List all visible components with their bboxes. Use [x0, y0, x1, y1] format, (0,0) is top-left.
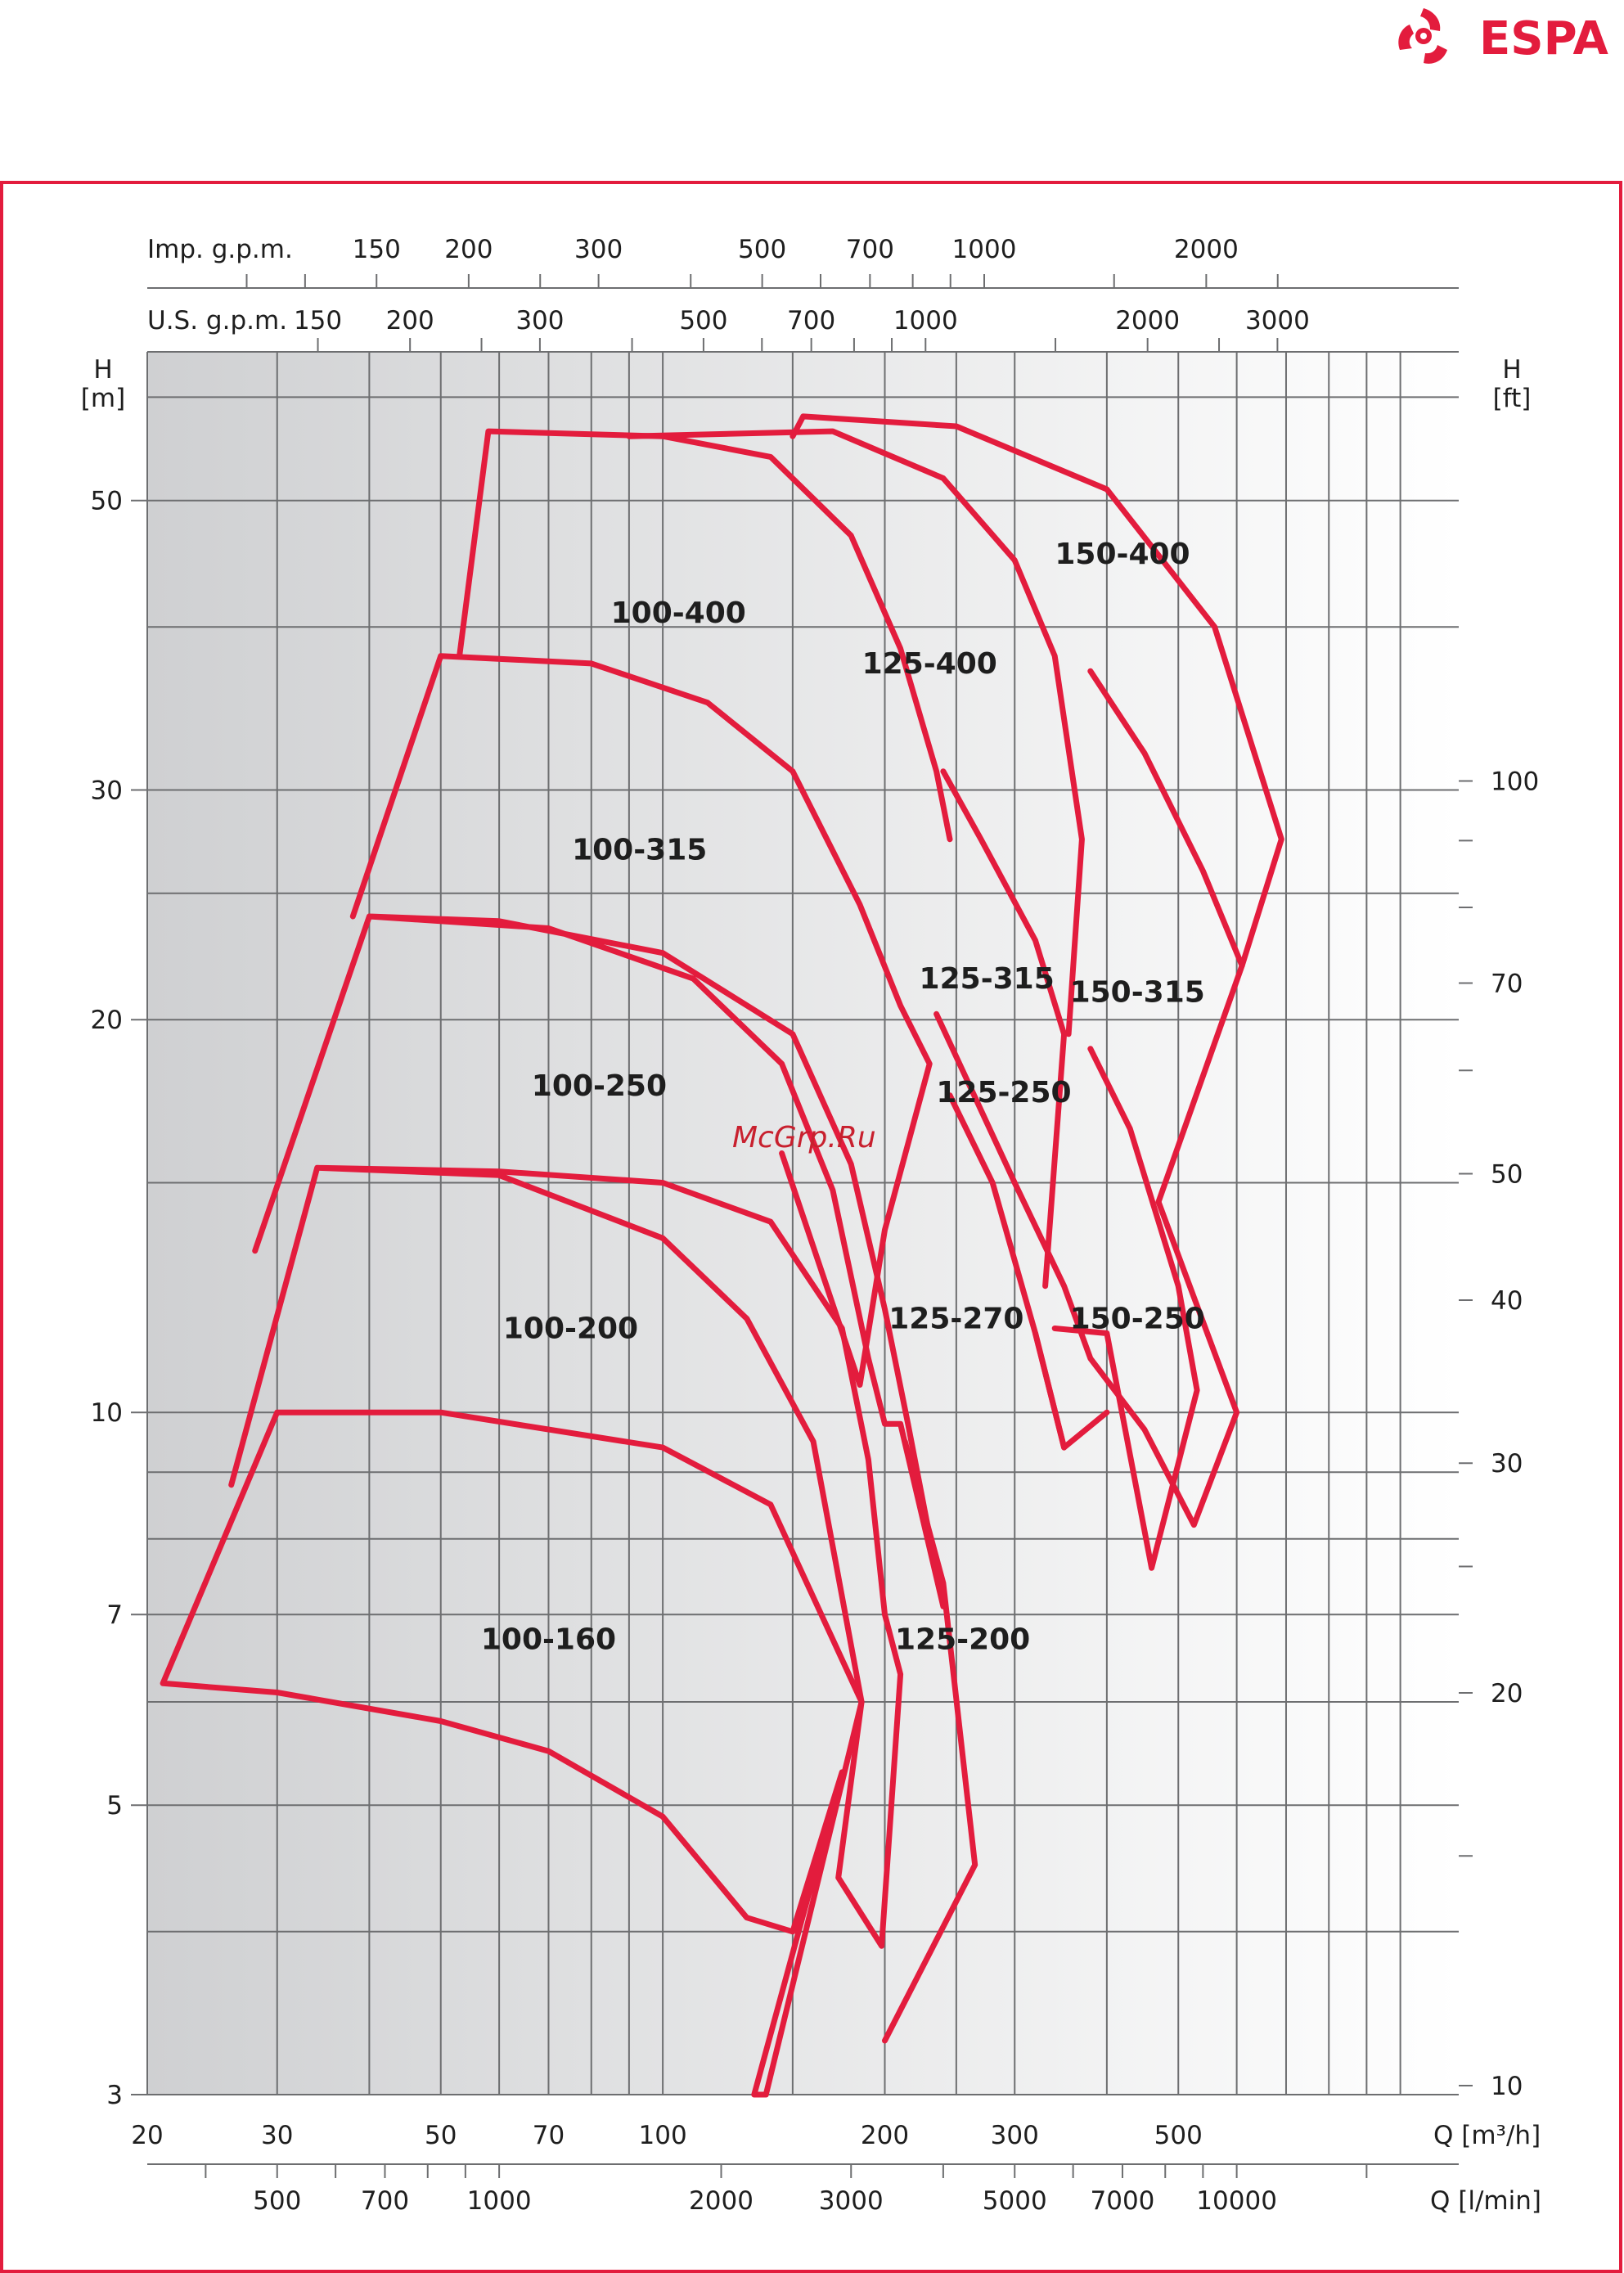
curve-100-160	[160, 1409, 865, 2098]
lmin-tick-label: 10000	[1196, 2186, 1277, 2216]
x-tick-label: 70	[533, 2121, 565, 2150]
ft-tick-label: 100	[1491, 767, 1539, 796]
curve-125-200	[882, 1438, 978, 2044]
imp-tick-label: 2000	[1174, 235, 1239, 264]
imp-tick-label: 1000	[952, 235, 1017, 264]
curve-label: 100-160	[481, 1623, 616, 1657]
imp-tick-label: 700	[846, 235, 894, 264]
us-tick-label: 3000	[1245, 306, 1310, 335]
x-tick-label: 50	[425, 2121, 457, 2150]
imp-tick-label: 200	[444, 235, 493, 264]
ft-tick-label: 10	[1491, 2072, 1523, 2101]
y-tick-label: 7	[106, 1600, 123, 1630]
curve-label: 125-400	[862, 647, 997, 681]
ft-tick-label: 20	[1491, 1679, 1523, 1708]
y-tick-label: 20	[91, 1006, 123, 1035]
pump-curves	[160, 413, 1284, 2098]
us-tick-label: 200	[386, 306, 434, 335]
ft-tick-label: 40	[1491, 1286, 1523, 1316]
imp-tick-label: 500	[738, 235, 786, 264]
us-tick-label: 700	[787, 306, 835, 335]
imp-tick-label: 150	[353, 235, 401, 264]
x-tick-label: 300	[991, 2121, 1039, 2150]
curve-label: 100-315	[572, 833, 707, 866]
y-tick-label: 10	[91, 1398, 123, 1428]
imp-gpm-label: Imp. g.p.m.	[147, 235, 293, 264]
curve-label: 125-200	[895, 1623, 1030, 1657]
lmin-tick-label: 2000	[689, 2186, 754, 2216]
y-tick-label: 50	[91, 487, 123, 516]
curve-labels: 100-160 100-200 100-250 100-315 100-400 125-4…	[481, 538, 1205, 1657]
curve-label: 100-400	[611, 596, 746, 630]
impeller-icon	[1398, 8, 1447, 64]
y-tick-label: 5	[106, 1791, 123, 1821]
ft-tick-label: 70	[1491, 969, 1523, 998]
curve-label: 150-315	[1070, 975, 1205, 1009]
y-right-label: H	[1502, 355, 1521, 385]
lmin-tick-label: 1000	[467, 2186, 532, 2216]
curve-100-200	[228, 1164, 904, 1949]
us-tick-label: 2000	[1115, 306, 1180, 335]
lmin-tick-label: 7000	[1091, 2186, 1155, 2216]
curve-label: 100-200	[503, 1312, 638, 1345]
chart-frame	[0, 181, 1622, 2273]
curve-125-250-lower	[1032, 1330, 1110, 1451]
y-left-unit: [m]	[81, 384, 125, 413]
lmin-tick-label: 700	[361, 2186, 409, 2216]
curve-label: 100-250	[532, 1069, 667, 1103]
curve-label: 125-270	[888, 1303, 1023, 1336]
watermark: McGrp.Ru	[732, 1121, 876, 1155]
us-tick-label: 300	[515, 306, 564, 335]
us-gpm-label: U.S. g.p.m.	[147, 306, 287, 335]
x-tick-label: 100	[639, 2121, 687, 2150]
y-right-unit: [ft]	[1493, 384, 1532, 413]
curve-label: 150-250	[1070, 1303, 1205, 1336]
curve-150-315	[1087, 668, 1245, 969]
lmin-tick-label: 5000	[983, 2186, 1047, 2216]
x-label-lmin: Q [l/min]	[1430, 2186, 1541, 2216]
espa-logo: ESPA	[1398, 8, 1608, 65]
curve-125-315	[940, 768, 1068, 1290]
ft-tick-label: 30	[1491, 1449, 1523, 1479]
curve-100-315	[349, 653, 933, 1388]
axes: 20 30 50 70 100 200 300 500 500 700 1000 2000 3000 50…	[91, 235, 1540, 2216]
curve-125-400	[626, 428, 1085, 1037]
us-tick-label: 150	[294, 306, 342, 335]
x-tick-label: 200	[861, 2121, 909, 2150]
lmin-tick-label: 500	[253, 2186, 301, 2216]
curve-150-250	[1051, 1046, 1200, 1571]
x-tick-label: 30	[261, 2121, 293, 2150]
curve-label: 150-400	[1055, 538, 1190, 571]
imp-tick-label: 300	[574, 235, 623, 264]
x-tick-label: 500	[1154, 2121, 1203, 2150]
lmin-tick-label: 3000	[819, 2186, 884, 2216]
curve-100-250	[252, 913, 947, 1609]
curve-label: 125-250	[936, 1076, 1071, 1109]
y-tick-label: 30	[91, 776, 123, 805]
curve-150-400	[790, 413, 1284, 1205]
curve-label: 125-315	[920, 962, 1055, 996]
y-left-label: H	[93, 355, 112, 385]
ft-tick-label: 50	[1491, 1159, 1523, 1189]
us-tick-label: 1000	[893, 306, 958, 335]
us-tick-label: 500	[679, 306, 727, 335]
y-tick-label: 3	[106, 2081, 123, 2110]
curve-100-400	[457, 428, 953, 843]
x-label-m3h: Q [m³/h]	[1433, 2121, 1541, 2150]
brand-name: ESPA	[1479, 12, 1608, 65]
x-tick-label: 20	[131, 2121, 163, 2150]
